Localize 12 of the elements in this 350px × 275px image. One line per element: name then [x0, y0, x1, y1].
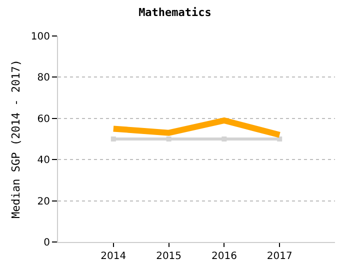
x-tick-label: 2016	[211, 251, 237, 262]
y-tick-label: 80	[37, 72, 50, 84]
chart-title: Mathematics	[138, 6, 212, 19]
y-tick-label: 40	[37, 155, 50, 166]
x-tick-label: 2014	[100, 251, 126, 262]
y-tick-label: 20	[37, 196, 50, 208]
x-tick-label: 2017	[266, 251, 292, 262]
x-tick-label: 2015	[156, 251, 182, 262]
y-axis-title: Median SGP (2014 - 2017)	[10, 60, 23, 218]
y-tick-label: 100	[30, 32, 50, 42]
y-tick-label: 60	[37, 114, 50, 125]
y-tick-label: 0	[44, 238, 50, 248]
